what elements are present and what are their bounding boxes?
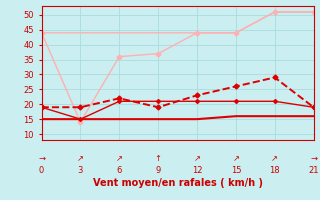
Text: 21: 21: [308, 166, 319, 175]
Text: ↗: ↗: [271, 154, 278, 163]
Text: 15: 15: [231, 166, 241, 175]
Text: 0: 0: [39, 166, 44, 175]
Text: 6: 6: [116, 166, 122, 175]
Text: ↑: ↑: [155, 154, 162, 163]
Text: 3: 3: [78, 166, 83, 175]
Text: Vent moyen/en rafales ( km/h ): Vent moyen/en rafales ( km/h ): [92, 178, 263, 188]
Text: ↗: ↗: [194, 154, 201, 163]
Text: ↗: ↗: [232, 154, 239, 163]
Text: 9: 9: [156, 166, 161, 175]
Text: →: →: [38, 154, 45, 163]
Text: ↗: ↗: [116, 154, 123, 163]
Text: ↗: ↗: [77, 154, 84, 163]
Text: 18: 18: [269, 166, 280, 175]
Text: 12: 12: [192, 166, 202, 175]
Text: →: →: [310, 154, 317, 163]
